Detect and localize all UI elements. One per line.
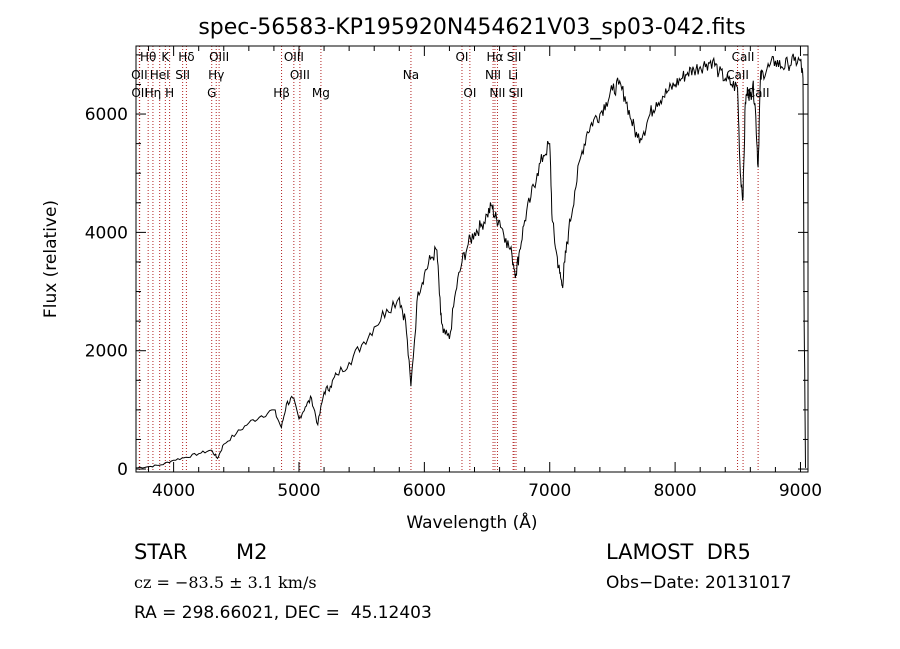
- line-label: SII: [507, 50, 522, 64]
- plot-frame: [135, 45, 809, 473]
- observation-date: Obs−Date: 20131017: [606, 573, 792, 593]
- line-label: NII: [485, 68, 501, 82]
- line-label: HeI: [150, 68, 170, 82]
- line-label: SII: [509, 86, 524, 100]
- x-axis-label: Wavelength (Å): [406, 511, 537, 533]
- y-tick-label: 0: [117, 460, 128, 480]
- line-label: SII: [175, 68, 190, 82]
- y-axis-label: Flux (relative): [41, 200, 61, 318]
- spectrum-line: [135, 53, 806, 469]
- line-label: OI: [455, 50, 468, 64]
- line-label: OI: [463, 86, 476, 100]
- x-tick-label: 5000: [277, 481, 320, 501]
- line-label: Hδ: [178, 50, 194, 64]
- coordinates: RA = 298.66021, DEC = 45.12403: [134, 603, 432, 623]
- redshift-info: cz = −83.5 ± 3.1 km/s: [134, 573, 317, 592]
- line-label: Li: [508, 68, 518, 82]
- x-tick-label: 6000: [403, 481, 446, 501]
- x-axis: 4000 5000 6000 7000 8000 9000: [148, 46, 822, 501]
- survey-release: LAMOST DR5: [606, 540, 751, 564]
- line-label: Hθ: [140, 50, 156, 64]
- line-label: H: [165, 86, 174, 100]
- x-tick-label: 7000: [528, 481, 571, 501]
- line-label: OII: [131, 68, 148, 82]
- y-tick-label: 6000: [85, 105, 128, 125]
- line-label: Mg: [312, 86, 330, 100]
- line-label: Hγ: [208, 68, 224, 82]
- line-marker-group: [138, 46, 759, 472]
- line-label: CaII: [726, 68, 749, 82]
- x-tick-label: 4000: [152, 481, 195, 501]
- line-label: OIII: [284, 50, 304, 64]
- line-label: NII: [489, 86, 505, 100]
- line-label: Hη: [145, 86, 162, 100]
- line-label: G: [207, 86, 216, 100]
- line-label: Hα: [486, 50, 503, 64]
- y-axis: 0 2000 4000 6000: [85, 54, 808, 480]
- object-class: STAR: [134, 540, 188, 564]
- x-tick-label: 8000: [653, 481, 696, 501]
- line-label: Na: [403, 68, 419, 82]
- chart-title: spec-56583-KP195920N454621V03_sp03-042.f…: [198, 15, 745, 40]
- x-tick-label: 9000: [779, 481, 822, 501]
- object-subclass: M2: [236, 540, 268, 564]
- line-label: OIII: [290, 68, 310, 82]
- line-label: CaII: [732, 50, 755, 64]
- y-tick-label: 2000: [85, 342, 128, 362]
- line-label: K: [161, 50, 170, 64]
- line-label: Hβ: [273, 86, 290, 100]
- line-label: OIII: [209, 50, 229, 64]
- y-tick-label: 4000: [85, 223, 128, 243]
